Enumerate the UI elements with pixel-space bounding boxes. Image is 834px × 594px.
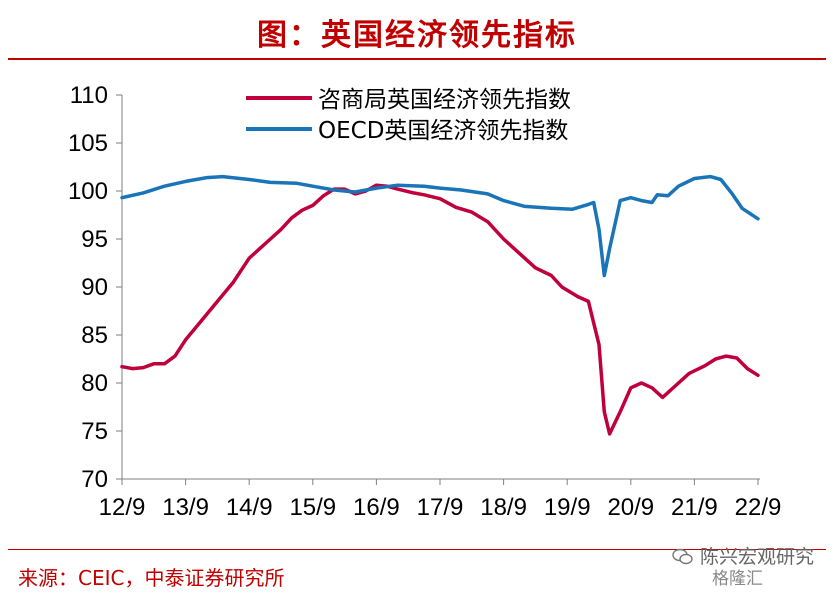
x-tick-label: 15/9	[289, 494, 336, 521]
y-tick-label: 100	[68, 178, 108, 205]
y-tick-label: 105	[68, 130, 108, 157]
x-tick-label: 16/9	[353, 494, 400, 521]
x-axis-ticks: 12/9 13/9 14/9 15/9 16/9 17/9 18/9 19/9 20/9 21/9…	[99, 479, 782, 521]
y-tick-label: 110	[70, 82, 108, 109]
title-bar: 图：英国经济领先指标	[0, 0, 834, 60]
title-divider	[8, 58, 826, 60]
y-tick-label: 85	[81, 322, 108, 349]
footer-divider	[8, 549, 826, 550]
x-tick-label: 22/9	[735, 494, 782, 521]
x-tick-label: 13/9	[162, 494, 209, 521]
legend-label: 咨商局英国经济领先指数	[318, 87, 571, 113]
y-tick-label: 90	[81, 274, 108, 301]
source-note: 来源：CEIC，中泰证券研究所	[18, 566, 285, 590]
watermark-account: 陈兴宏观研究	[699, 546, 814, 568]
legend: 咨商局英国经济领先指数 OECD英国经济领先指数	[246, 87, 571, 144]
y-tick-label: 75	[81, 418, 108, 445]
x-tick-label: 18/9	[480, 494, 527, 521]
y-tick-label: 95	[81, 226, 108, 253]
series-line-conference-board	[120, 183, 760, 436]
y-tick-label: 70	[81, 466, 108, 493]
x-tick-label: 21/9	[671, 494, 718, 521]
wechat-icon	[672, 548, 693, 565]
x-tick-label: 19/9	[544, 494, 591, 521]
x-tick-label: 20/9	[607, 494, 654, 521]
x-tick-label: 14/9	[226, 494, 273, 521]
series-line-oecd	[120, 174, 760, 278]
x-tick-label: 12/9	[99, 494, 146, 521]
y-axis-ticks: 70 75 80 85 90 95 100 105 110	[68, 82, 122, 493]
y-tick-label: 80	[81, 370, 108, 397]
watermark-brand: 格隆汇	[711, 569, 763, 589]
chart-title: 图：英国经济领先指标	[257, 18, 577, 53]
watermark: 陈兴宏观研究 格隆汇	[672, 546, 814, 590]
x-tick-label: 17/9	[417, 494, 464, 521]
series-lines	[120, 174, 760, 436]
legend-label: OECD英国经济领先指数	[318, 118, 568, 144]
